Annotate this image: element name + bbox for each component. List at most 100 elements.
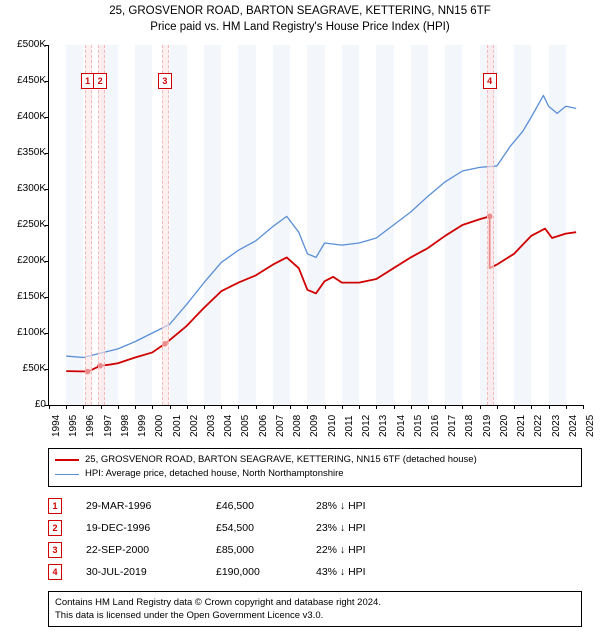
transaction-row: 4 30-JUL-2019£190,00043% ↓ HPI <box>48 561 600 583</box>
tx-marker: 4 <box>48 564 62 580</box>
x-axis-label: 2015 <box>413 415 424 437</box>
x-axis-label: 2008 <box>292 415 303 437</box>
tx-price: £46,500 <box>216 500 316 512</box>
tx-diff: 23% ↓ HPI <box>316 522 396 534</box>
x-axis-label: 1995 <box>68 415 79 437</box>
title-block: 25, GROSVENOR ROAD, BARTON SEAGRAVE, KET… <box>0 0 600 37</box>
y-axis-label: £250K <box>4 219 46 230</box>
x-tick <box>152 405 153 409</box>
chart-area: 1234 £0£50K£100K£150K£200K£250K£300K£350… <box>0 37 600 442</box>
y-axis-label: £50K <box>4 363 46 374</box>
x-axis-label: 1994 <box>51 415 62 437</box>
x-axis-label: 2002 <box>189 415 200 437</box>
tx-date: 30-JUL-2019 <box>86 566 216 578</box>
transaction-row: 2 19-DEC-1996£54,50023% ↓ HPI <box>48 517 600 539</box>
x-axis-label: 1998 <box>120 415 131 437</box>
x-axis-label: 2011 <box>344 416 355 438</box>
x-tick <box>462 405 463 409</box>
tx-price: £54,500 <box>216 522 316 534</box>
footer-box: Contains HM Land Registry data © Crown c… <box>48 591 582 628</box>
y-axis-label: £150K <box>4 291 46 302</box>
x-axis-label: 2000 <box>154 415 165 437</box>
y-axis-label: £300K <box>4 183 46 194</box>
y-axis-label: £400K <box>4 111 46 122</box>
x-axis-label: 2020 <box>499 415 510 437</box>
x-tick <box>170 405 171 409</box>
tx-marker: 2 <box>48 520 62 536</box>
x-tick <box>342 405 343 409</box>
x-tick <box>531 405 532 409</box>
y-axis-label: £350K <box>4 147 46 158</box>
x-axis-label: 2013 <box>378 415 389 437</box>
tx-marker: 3 <box>48 542 62 558</box>
x-tick <box>66 405 67 409</box>
x-tick <box>307 405 308 409</box>
line-svg <box>49 45 583 405</box>
x-axis-label: 2009 <box>309 415 320 437</box>
legend-label: HPI: Average price, detached house, Nort… <box>85 467 344 481</box>
x-tick <box>290 405 291 409</box>
x-axis-label: 2007 <box>275 415 286 437</box>
x-tick <box>49 405 50 409</box>
sale-stripe <box>487 45 494 405</box>
x-tick <box>359 405 360 409</box>
x-tick <box>256 405 257 409</box>
legend-box: 25, GROSVENOR ROAD, BARTON SEAGRAVE, KET… <box>48 448 582 487</box>
x-axis-label: 2023 <box>551 415 562 437</box>
x-axis-label: 1996 <box>85 415 96 437</box>
x-tick <box>83 405 84 409</box>
sale-stripe <box>85 45 92 405</box>
x-axis-label: 2021 <box>516 415 527 437</box>
transaction-row: 322-SEP-2000£85,00022% ↓ HPI <box>48 539 600 561</box>
x-axis-label: 2018 <box>464 415 475 437</box>
x-axis-label: 1999 <box>137 415 148 437</box>
x-tick <box>325 405 326 409</box>
chart-container: 25, GROSVENOR ROAD, BARTON SEAGRAVE, KET… <box>0 0 600 627</box>
x-axis-label: 2001 <box>172 415 183 437</box>
tx-date: 29-MAR-1996 <box>86 500 216 512</box>
x-tick <box>445 405 446 409</box>
x-axis-label: 2003 <box>206 415 217 437</box>
x-axis-label: 2005 <box>240 415 251 437</box>
tx-price: £190,000 <box>216 566 316 578</box>
transactions-table: 1 29-MAR-1996£46,50028% ↓ HPI 2 19-DEC-1996… <box>48 495 600 583</box>
sale-stripe <box>98 45 105 405</box>
x-tick <box>549 405 550 409</box>
plot-area: 1234 <box>48 45 583 406</box>
x-tick <box>187 405 188 409</box>
x-tick <box>118 405 119 409</box>
x-tick <box>135 405 136 409</box>
tx-price: £85,000 <box>216 544 316 556</box>
tx-marker: 1 <box>48 498 62 514</box>
x-axis-label: 2012 <box>361 415 372 437</box>
x-tick <box>273 405 274 409</box>
title-line-2: Price paid vs. HM Land Registry's House … <box>0 20 600 36</box>
tx-date: 22-SEP-2000 <box>86 544 216 556</box>
y-axis-label: £450K <box>4 75 46 86</box>
tx-diff: 43% ↓ HPI <box>316 566 396 578</box>
footer-line-2: This data is licensed under the Open Gov… <box>55 609 575 622</box>
series-hpi <box>66 95 576 357</box>
series-price_paid <box>66 216 576 371</box>
legend-row: HPI: Average price, detached house, Nort… <box>55 467 575 481</box>
y-axis-label: £200K <box>4 255 46 266</box>
tx-date: 19-DEC-1996 <box>86 522 216 534</box>
x-axis-label: 2014 <box>396 415 407 437</box>
x-tick <box>583 405 584 409</box>
x-tick <box>101 405 102 409</box>
legend-swatch <box>55 459 79 461</box>
x-tick <box>204 405 205 409</box>
footer-line-1: Contains HM Land Registry data © Crown c… <box>55 596 575 609</box>
x-tick <box>411 405 412 409</box>
x-tick <box>221 405 222 409</box>
x-tick <box>238 405 239 409</box>
tx-diff: 28% ↓ HPI <box>316 500 396 512</box>
sale-marker: 2 <box>93 73 107 89</box>
sale-marker: 4 <box>483 73 497 89</box>
x-tick <box>497 405 498 409</box>
sale-marker: 3 <box>158 73 172 89</box>
x-axis-label: 2016 <box>430 415 441 437</box>
transaction-row: 1 29-MAR-1996£46,50028% ↓ HPI <box>48 495 600 517</box>
x-tick <box>514 405 515 409</box>
y-axis-label: £0 <box>4 399 46 410</box>
